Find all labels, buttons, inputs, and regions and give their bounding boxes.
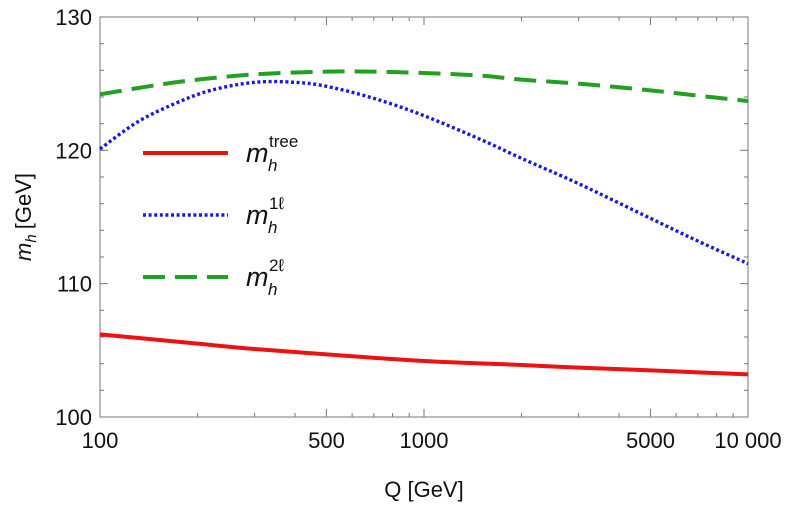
x-tick-label: 1000	[400, 428, 449, 453]
y-tick-label: 110	[57, 272, 92, 297]
y-tick-label: 100	[55, 405, 92, 430]
y-tick-label: 120	[55, 138, 92, 163]
y-axis-title: mh [GeV]	[11, 173, 40, 261]
x-tick-label: 500	[308, 428, 345, 453]
x-axis-title: Q [GeV]	[384, 477, 463, 502]
x-tick-label: 100	[82, 428, 119, 453]
legend-subscript-two-loop: h	[268, 280, 277, 299]
y-axis-title-symbol: m	[11, 243, 36, 261]
legend-subscript-tree: h	[268, 156, 277, 175]
legend-label-one-loop: m	[246, 200, 269, 230]
legend-superscript-two-loop: 2ℓ	[269, 256, 284, 275]
legend-subscript-one-loop: h	[268, 218, 277, 237]
series-line-two-loop	[99, 69, 749, 103]
x-tick-label: 10 000	[714, 428, 781, 453]
axis-ticks	[99, 16, 749, 418]
x-tick-label: 5000	[626, 428, 675, 453]
svg-text:mh[GeV]: mh [GeV]	[11, 173, 40, 261]
y-axis-title-unit: [GeV]	[11, 173, 36, 229]
series-line-tree	[99, 332, 749, 377]
legend-label-tree: m	[246, 138, 269, 168]
series-line-one-loop	[99, 79, 749, 266]
legend-label-two-loop: m	[246, 262, 269, 292]
y-axis-title-subscript: h	[23, 234, 40, 242]
legend-superscript-one-loop: 1ℓ	[269, 194, 284, 213]
y-tick-label: 130	[55, 5, 92, 30]
plot-frame	[99, 16, 749, 418]
series-lines	[99, 69, 749, 377]
legend-superscript-tree: tree	[269, 132, 298, 151]
axis-tick-labels: 100 500 1000 5000 10 000 100 110 120 130	[55, 5, 781, 453]
